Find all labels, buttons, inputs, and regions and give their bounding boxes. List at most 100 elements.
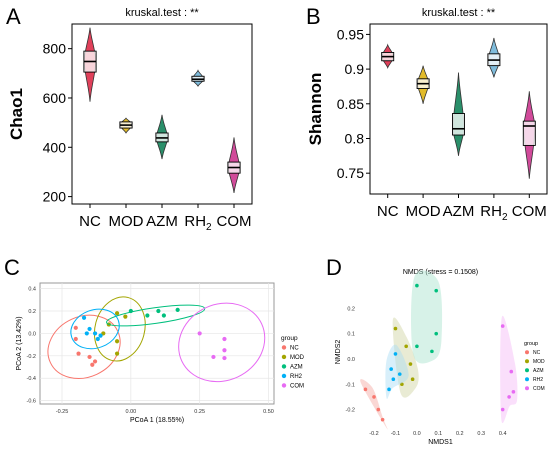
x-tick-label: 0.0: [413, 431, 421, 437]
point-rh2: [84, 331, 89, 336]
point-com: [509, 369, 514, 374]
x-tick-label-nc: NC: [377, 203, 399, 220]
legend-swatch-azm: [525, 368, 529, 373]
x-tick-label-text: MOD: [406, 203, 441, 220]
box-com: [522, 120, 536, 146]
point-mod: [114, 351, 120, 356]
point-com: [500, 324, 505, 328]
legend-swatch-rh2: [525, 377, 529, 382]
x-tick-label: 0.00: [125, 409, 136, 415]
point-azm: [156, 308, 161, 314]
point-azm: [415, 344, 419, 349]
hull-rh2: [385, 344, 409, 400]
legend-label-rh2: RH2: [533, 377, 543, 383]
x-tick-label-azm: AZM: [146, 213, 178, 230]
chart-title: kruskal.test : **: [422, 7, 496, 19]
y-tick-label: 0.2: [347, 306, 355, 312]
chart-title: NMDS (stress = 0.1508): [403, 269, 478, 276]
y-tick-label: -0.6: [27, 399, 36, 405]
x-tick-label-nc: NC: [79, 213, 101, 230]
legend-swatch-nc: [281, 345, 287, 350]
y-tick-label: 0.0: [28, 331, 36, 337]
x-tick-label: -0.25: [56, 409, 69, 415]
legend-label-nc: NC: [290, 346, 299, 352]
nmds-scatter-chart: NMDS (stress = 0.1508) -0.2 -0.1 0.0 0.1 0.2 0…: [335, 269, 545, 446]
x-tick-label-text: COM: [217, 213, 252, 230]
x-tick-label-text: AZM: [443, 203, 475, 220]
point-mod: [400, 382, 404, 387]
point-azm: [175, 307, 180, 312]
x-tick-label-text: NC: [79, 213, 101, 230]
legend-title: group: [281, 335, 298, 342]
panel-letter-d: D: [326, 255, 342, 280]
point-rh2: [391, 377, 396, 381]
y-tick-label: 0.0: [347, 357, 355, 363]
hull-azm: [411, 270, 443, 364]
y-tick-label: 400: [43, 139, 67, 155]
y-tick-label: 0.1: [347, 332, 355, 338]
y-axis-label: Chao1: [7, 88, 26, 140]
y-tick-label: 0.9: [345, 61, 365, 77]
x-axis-label: NMDS1: [428, 439, 453, 446]
x-tick-label: 0.50: [263, 409, 274, 415]
x-tick-label-com: COM: [217, 213, 252, 230]
point-mod: [114, 339, 120, 344]
x-tick-label-azm: AZM: [443, 203, 475, 220]
legend-swatch-mod: [281, 354, 287, 360]
ellipse-com: [178, 302, 266, 383]
hull-com: [500, 315, 518, 424]
point-azm: [434, 331, 439, 336]
point-rh2: [87, 326, 92, 332]
point-azm: [430, 349, 434, 354]
pcoa-scatter-chart: -0.25 0.00 0.25 0.50 -0.6 -0.4 -0.2 0.0 0.2 0.4 PC…: [16, 282, 305, 424]
shannon-violin-chart: kruskal.test : ** Shannon 0.75 0.8 0.85 0.9 0.…: [306, 7, 548, 223]
box-azm: [452, 113, 465, 136]
panel-letter-b: B: [306, 4, 321, 29]
point-azm: [161, 313, 166, 318]
x-tick-label-text: MOD: [109, 213, 144, 230]
point-com: [511, 390, 516, 394]
legend-swatch-rh2: [281, 373, 287, 379]
x-axis-label: PCoA 1 (18.55%): [130, 417, 184, 424]
y-tick-label: 200: [43, 189, 67, 205]
point-nc: [90, 362, 95, 367]
legend-label-nc: NC: [533, 350, 541, 356]
point-com: [222, 336, 227, 342]
legend-label-mod: MOD: [533, 359, 545, 365]
legend-swatch-mod: [525, 359, 529, 364]
x-tick-label-text: AZM: [146, 213, 178, 230]
panel-letter-a: A: [6, 4, 21, 29]
x-tick-label: 0.2: [456, 431, 464, 437]
point-mod: [123, 314, 128, 319]
plot-background: [39, 282, 275, 405]
y-tick-label: -0.4: [27, 376, 36, 382]
point-mod: [393, 326, 398, 331]
point-azm: [434, 288, 439, 293]
point-com: [507, 395, 511, 399]
x-tick-label-text: RH: [184, 213, 206, 230]
y-axis-label: PCoA 2 (13.42%): [16, 316, 23, 370]
legend-swatch-com: [525, 386, 529, 391]
legend-swatch-nc: [525, 350, 529, 355]
point-com: [222, 348, 227, 353]
legend: group NC MOD AZM RH2 COM: [281, 335, 305, 390]
x-tick-label-text: COM: [512, 203, 547, 220]
x-tick-label-text: NC: [377, 203, 399, 220]
legend-label-azm: AZM: [533, 368, 544, 374]
legend-label-com: COM: [533, 386, 545, 392]
point-nc: [87, 354, 92, 360]
y-tick-label: 800: [43, 41, 67, 57]
point-mod: [404, 344, 408, 349]
point-rh2: [81, 315, 87, 320]
point-mod: [114, 311, 120, 316]
plot-frame: [71, 23, 253, 205]
x-tick-label-mod: MOD: [406, 203, 441, 220]
point-azm: [128, 308, 133, 314]
x-tick-label-subscript: 2: [502, 212, 508, 223]
point-com: [500, 407, 505, 412]
series-rh2: [70, 308, 120, 350]
point-rh2: [98, 333, 103, 338]
y-tick-label: -0.2: [27, 354, 36, 360]
y-tick-label: 0.4: [28, 287, 36, 293]
